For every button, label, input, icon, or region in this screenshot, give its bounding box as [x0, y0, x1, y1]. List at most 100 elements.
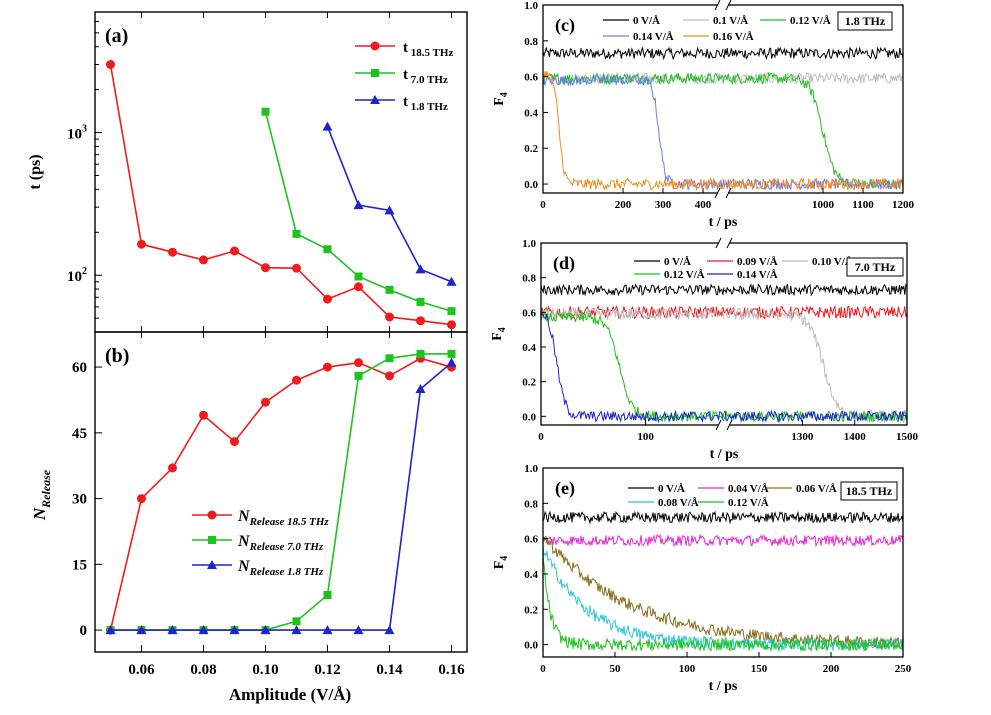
data-point: [292, 229, 301, 238]
axis-break-mark: [725, 187, 732, 199]
panel-b-ylabel: NRelease: [30, 469, 53, 521]
legend-name: N: [237, 533, 251, 550]
data-point: [230, 437, 239, 447]
axis-break-mark: [725, 0, 732, 11]
y-tick-label: 102: [67, 266, 87, 285]
data-point: [137, 239, 146, 249]
series-line: [264, 111, 452, 312]
legend-marker: [208, 536, 216, 544]
legend-sub: 1.8 THz: [408, 101, 448, 113]
legend-name: N: [237, 508, 251, 525]
y-tick-label: 0.0: [522, 411, 536, 423]
series-line: [723, 304, 907, 320]
legend-label: 0.09 V/Å: [737, 256, 778, 268]
data-point: [353, 200, 364, 210]
axis-break-mark: [726, 419, 733, 431]
data-point: [416, 316, 425, 326]
data-point: [198, 625, 209, 635]
legend-name: N: [237, 558, 251, 575]
data-point: [136, 625, 147, 635]
series-line: [326, 126, 452, 283]
freq-label: 18.5 THz: [846, 484, 893, 498]
series-line: [541, 306, 725, 321]
legend-sub: Release 18.5 THz: [249, 516, 330, 528]
x-tick-label: 1300: [791, 431, 814, 443]
data-point: [323, 245, 332, 254]
panel-b: (b) NRelease Amplitude (V/Å) 0153045600.…: [30, 331, 468, 704]
data-point: [292, 617, 301, 626]
y-tick-label: 0.4: [524, 569, 538, 581]
x-axis-label: t / ps: [709, 679, 738, 694]
legend-label: 0.14 V/Å: [633, 31, 674, 43]
series-line: [543, 555, 903, 653]
y-tick-label: 1.0: [522, 238, 536, 250]
data-point: [168, 247, 177, 257]
y-label-sub: 4: [497, 327, 508, 332]
panel-b-ylabel-main: N: [30, 507, 49, 521]
y-axis-label: F4: [492, 556, 510, 570]
data-point: [261, 107, 270, 116]
x-tick-label: 1400: [844, 431, 867, 443]
legend-label: t 1.8 THz: [403, 94, 448, 113]
data-point: [261, 397, 270, 407]
legend-label: 0.12 V/Å: [790, 15, 831, 27]
panel-frame: [542, 467, 904, 658]
x-tick-label: 100: [679, 663, 696, 675]
series-line: [543, 510, 903, 525]
legend-label: 0.12 V/Å: [728, 497, 769, 509]
freq-label: 7.0 THz: [855, 260, 896, 274]
series-line: [543, 535, 903, 649]
legend-name: t: [403, 67, 408, 83]
y-tick-label: 0: [80, 623, 88, 639]
data-point: [385, 312, 394, 322]
y-tick-exp: 3: [82, 124, 87, 135]
y-axis-label: F4: [490, 327, 508, 341]
data-point: [385, 285, 394, 294]
legend-label: 0.16 V/Å: [713, 31, 754, 43]
legend-label: 0.06 V/Å: [796, 483, 837, 495]
data-point: [384, 625, 395, 635]
data-point: [106, 59, 115, 69]
y-tick-label: 0.0: [524, 179, 538, 191]
series-line: [722, 71, 903, 190]
series-group: [543, 46, 903, 192]
y-label-main: F: [490, 332, 505, 341]
series-line: [110, 353, 452, 631]
series-line: [722, 46, 903, 60]
y-tick-label: 60: [72, 360, 87, 376]
data-point: [199, 410, 208, 420]
series-line: [109, 357, 452, 631]
data-point: [292, 375, 301, 385]
y-tick-label: 0.4: [524, 107, 538, 119]
x-tick-label: 50: [610, 663, 622, 675]
data-point: [416, 297, 425, 306]
legend-label: t 18.5 THz: [403, 40, 453, 59]
data-point: [322, 121, 333, 131]
legend-name: t: [403, 94, 408, 110]
panel-a-ylabel: t (ps): [27, 154, 44, 189]
data-point: [323, 294, 332, 304]
x-tick-label: 200: [615, 199, 632, 211]
series-line: [110, 362, 453, 631]
data-point: [291, 625, 302, 635]
legend-label: t 7.0 THz: [403, 67, 448, 86]
series-line: [722, 177, 903, 191]
data-point: [105, 625, 116, 635]
series-line: [723, 409, 907, 424]
legend-label: 0 V/Å: [633, 15, 660, 27]
data-point: [323, 362, 332, 372]
data-point: [230, 246, 239, 256]
x-tick-label: 1100: [852, 199, 874, 211]
data-point: [385, 371, 394, 381]
panel-b-xlabel: Amplitude (V/Å): [229, 685, 351, 704]
y-label-main: F: [492, 97, 507, 106]
x-tick-label: 0.14: [376, 662, 403, 678]
panel-label: (c): [555, 15, 575, 36]
legend-label: 0.1 V/Å: [713, 15, 748, 27]
y-tick-label: 0.6: [524, 72, 538, 84]
data-point: [260, 625, 271, 635]
